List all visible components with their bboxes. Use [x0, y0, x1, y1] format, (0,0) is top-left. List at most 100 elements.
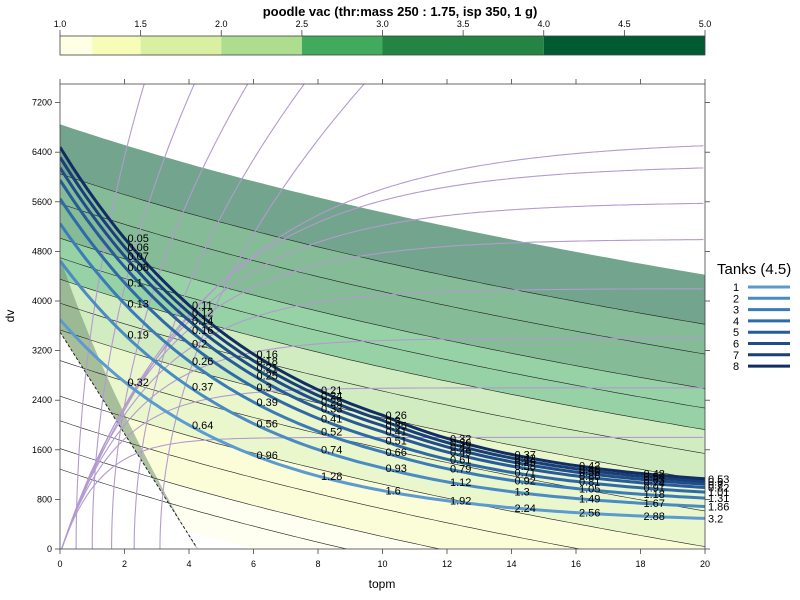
legend-item-label: 6 [733, 339, 739, 351]
tank-label: 0.07 [128, 251, 149, 263]
tank-label: 0.33 [321, 403, 342, 415]
mass-curve-2 [61, 337, 704, 549]
y-tick-label: 800 [37, 494, 52, 504]
ratio-band-1 [60, 396, 705, 549]
x-tick-label: 20 [700, 559, 710, 569]
tank-label: 0.3 [386, 415, 401, 427]
colorbar-band-5 [382, 36, 544, 55]
tank-label: 1.05 [579, 484, 600, 496]
colorbar-band-4 [301, 36, 383, 55]
tank-line-2 [60, 259, 705, 508]
tank-line-1 [60, 318, 705, 520]
tank-label: 1.18 [644, 489, 665, 501]
tank-label: 0.64 [192, 420, 213, 432]
tank-label: 0.63 [644, 474, 665, 486]
y-tick-label: 2400 [32, 395, 52, 405]
x-tick-label: 8 [315, 559, 320, 569]
mass-steep-curve-3 [133, 84, 305, 549]
ratio-band-6 [60, 124, 705, 325]
feasibility-boundary [60, 331, 196, 546]
tank-label: 1.01 [708, 487, 729, 499]
x-tick-label: 0 [57, 559, 62, 569]
tank-line-7 [60, 156, 705, 483]
infeasible-region [60, 332, 705, 549]
ratio-contour-10 [60, 203, 705, 355]
colorbar-band-1 [92, 36, 141, 55]
tank-label: 0.21 [321, 385, 342, 397]
tank-label: 0.52 [321, 426, 342, 438]
tank-label: 0.25 [257, 371, 278, 383]
tank-label: 0.16 [257, 349, 278, 361]
tank-line-8 [60, 146, 705, 481]
ratio-contour-0 [60, 468, 349, 549]
colorbar-tick-label: 2.0 [215, 19, 228, 29]
tank-label: 0.37 [515, 449, 536, 461]
tank-label: 0.28 [321, 396, 342, 408]
colorbar-band-2 [140, 36, 222, 55]
colorbar: 1.0 1.5 2.0 2.5 3.0 3.5 4.0 4.5 5.0 [54, 19, 711, 56]
colorbar-tick-label: 2.5 [296, 19, 309, 29]
tank-line-5 [60, 179, 705, 489]
tank-label: 0.53 [708, 474, 729, 486]
tank-label: 0.6 [708, 476, 723, 488]
tank-label: 0.12 [192, 308, 213, 320]
colorbar-tick-label: 4.5 [618, 19, 631, 29]
tank-label: 0.49 [450, 447, 471, 459]
tank-label: 0.08 [128, 262, 149, 274]
tank-label: 0.36 [450, 438, 471, 450]
tank-label: 0.42 [579, 461, 600, 473]
tank-label: 0.06 [128, 242, 149, 254]
legend-item-label: 2 [733, 293, 739, 305]
x-tick-label: 4 [186, 559, 191, 569]
ratio-contour-2 [60, 420, 582, 549]
mass-steep-curve-4 [159, 84, 365, 549]
tank-label: 1.28 [321, 471, 342, 483]
colorbar-band-6 [543, 36, 705, 55]
y-tick-label: 3200 [32, 346, 52, 356]
ratio-band-3 [60, 279, 705, 481]
tank-label: 2.56 [579, 508, 600, 520]
tank-label: 1.6 [386, 486, 401, 498]
y-tick-label: 4000 [32, 296, 52, 306]
tank-label: 0.66 [579, 471, 600, 483]
legend-title: Tanks (4.5) [717, 261, 791, 278]
mass-curve-4 [61, 239, 704, 549]
tank-label: 0.41 [321, 413, 342, 425]
tank-label: 1.92 [450, 496, 471, 508]
y-tick-label: 4800 [32, 246, 52, 256]
colorbar-tick-label: 3.5 [457, 19, 470, 29]
x-tick-label: 10 [377, 559, 387, 569]
mass-curve-1 [61, 387, 704, 549]
tank-label: 0.96 [257, 450, 278, 462]
tank-label: 1.49 [579, 493, 600, 505]
plot-area: 0.320.640.961.281.61.922.24 2.56 2.88 3.20.… [32, 79, 729, 569]
ratio-contour-1 [60, 448, 442, 549]
tank-label: 3.2 [708, 513, 723, 525]
tank-label: 0.18 [257, 356, 278, 368]
tank-label: 1.67 [644, 498, 665, 510]
x-tick-label: 14 [506, 559, 516, 569]
colorbar-band-3 [221, 36, 302, 55]
tank-series-lines [60, 146, 705, 520]
tank-label: 0.1 [128, 278, 143, 290]
x-axis-label: topm [369, 577, 396, 591]
x-tick-label: 16 [571, 559, 581, 569]
x-tick-label: 18 [635, 559, 645, 569]
tank-label: 0.14 [192, 316, 213, 328]
tank-label: 0.71 [515, 467, 536, 479]
tank-label: 0.54 [644, 471, 665, 483]
tank-line-3 [60, 222, 705, 500]
y-tick-label: 5600 [32, 197, 52, 207]
tank-label: 0.32 [450, 433, 471, 445]
ratio-contour-lines [60, 173, 705, 549]
tank-label: 2.24 [515, 503, 536, 515]
tank-label: 0.48 [644, 468, 665, 480]
tank-label: 0.39 [257, 397, 278, 409]
tank-label: 0.92 [515, 475, 536, 487]
tank-label: 0.32 [128, 377, 149, 389]
legend-item-label: 7 [733, 350, 739, 362]
colorbar-ticks: 1.0 1.5 2.0 2.5 3.0 3.5 4.0 4.5 5.0 [54, 19, 711, 36]
colorbar-tick-label: 1.0 [54, 19, 67, 29]
